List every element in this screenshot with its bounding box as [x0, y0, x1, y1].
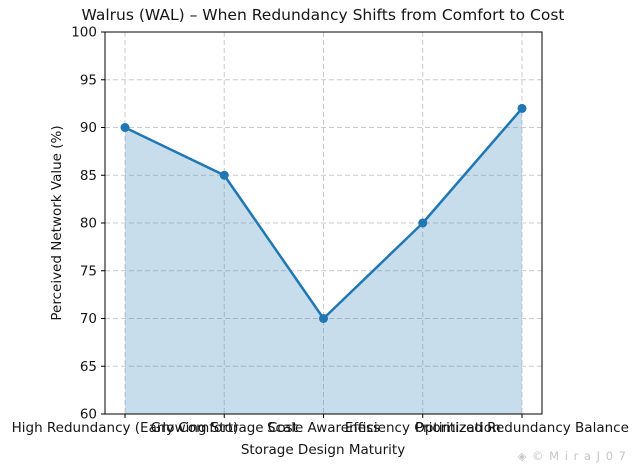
y-tick-label: 60	[80, 407, 97, 423]
y-tick-label: 80	[80, 216, 97, 232]
watermark: ◈ © M i r a J 0 7	[517, 449, 627, 463]
data-point-marker	[418, 218, 428, 228]
x-tick-label: Growing Storage Cost	[151, 420, 298, 436]
y-tick-label: 95	[80, 72, 97, 88]
y-tick-label: 90	[80, 120, 97, 136]
y-axis-label: Perceived Network Value (%)	[49, 125, 65, 321]
axes-spines	[104, 31, 543, 415]
y-tick-label: 100	[71, 25, 97, 41]
data-point-marker	[517, 103, 527, 113]
x-axis-label: Storage Design Maturity	[240, 442, 406, 458]
x-tick-label: High Redundancy (Early Comfort)	[12, 420, 239, 436]
data-point-marker	[219, 170, 229, 180]
y-tick-label: 65	[80, 359, 97, 375]
x-tick-label: Scale Awareness	[267, 420, 380, 436]
chart-title: Walrus (WAL) – When Redundancy Shifts fr…	[81, 6, 565, 24]
data-point-marker	[319, 314, 328, 323]
x-tick-label: Efficiency Optimization	[345, 420, 501, 436]
y-tick-label: 75	[80, 263, 97, 279]
y-tick-label: 85	[80, 168, 97, 184]
x-tick-label: Prioritized Redundancy Balance	[415, 420, 629, 436]
area-fill	[125, 108, 522, 415]
y-tick-label: 70	[80, 311, 97, 327]
data-point-marker	[120, 123, 130, 132]
